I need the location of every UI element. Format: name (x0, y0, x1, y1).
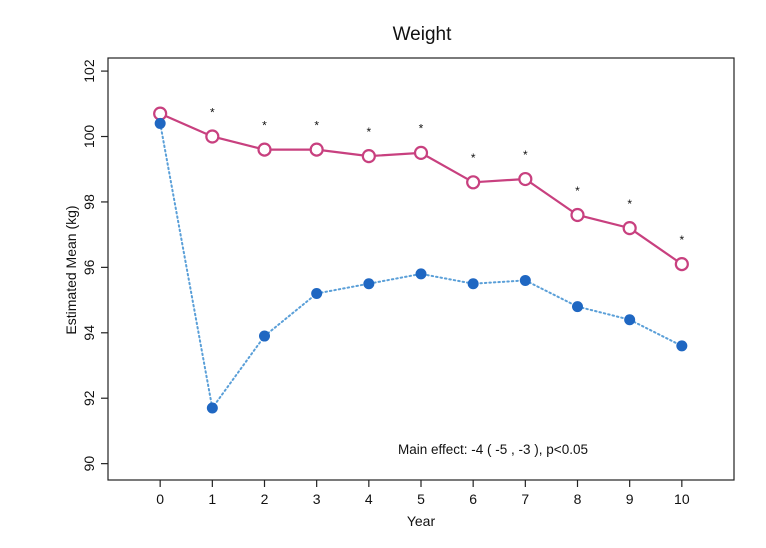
y-tick-label: 98 (81, 194, 97, 210)
x-tick-label: 2 (261, 491, 269, 507)
significance-star: * (679, 233, 684, 247)
x-tick-label: 8 (574, 491, 582, 507)
series-1-point (570, 207, 585, 223)
series-1-point (518, 171, 533, 187)
series-layer (153, 106, 689, 414)
significance-star: * (575, 184, 580, 198)
x-tick-label: 7 (521, 491, 529, 507)
x-tick-label: 6 (469, 491, 477, 507)
x-tick-label: 5 (417, 491, 425, 507)
series-1-point (361, 149, 376, 164)
significance-star: * (262, 118, 267, 132)
series-2-point (259, 330, 270, 342)
y-tick-label: 92 (81, 390, 97, 406)
y-axis: 90 92 94 96 98 100 102 (81, 59, 108, 471)
x-tick-label: 10 (674, 491, 690, 507)
x-axis: 0 1 2 3 4 5 6 7 8 9 10 (156, 480, 690, 507)
significance-star: * (210, 105, 215, 119)
series-2-point (415, 268, 427, 280)
x-tick-label: 3 (313, 491, 321, 507)
significance-markers: * * * * * * * * * * (210, 105, 684, 247)
series-1-point (413, 145, 429, 160)
series-2-point (206, 402, 218, 414)
significance-star: * (523, 148, 528, 162)
x-tick-label: 9 (626, 491, 634, 507)
y-tick-label: 100 (81, 125, 97, 149)
x-axis-label: Year (407, 513, 436, 529)
series-1-point (674, 256, 689, 272)
y-axis-label: Estimated Mean (kg) (63, 205, 79, 334)
x-tick-label: 4 (365, 491, 373, 507)
series-2-point (572, 301, 583, 313)
x-tick-label: 1 (208, 491, 216, 507)
series-2-line (159, 122, 683, 411)
significance-star: * (314, 118, 319, 132)
series-2-point (676, 340, 688, 352)
x-tick-label: 0 (156, 491, 164, 507)
series-1-line (159, 112, 683, 266)
series-2-point (363, 278, 375, 290)
main-effect-annotation: Main effect: -4 ( -5 , -3 ), p<0.05 (398, 442, 588, 457)
chart-title: Weight (393, 24, 453, 45)
y-tick-label: 90 (81, 456, 97, 472)
series-1-point (622, 221, 637, 236)
series-1-point (153, 106, 168, 121)
significance-star: * (366, 125, 371, 139)
series-2-point (311, 288, 323, 300)
y-tick-label: 96 (81, 259, 97, 275)
significance-star: * (627, 197, 632, 211)
series-2-point (519, 274, 531, 286)
significance-star: * (419, 122, 424, 136)
series-1-point (466, 175, 481, 190)
y-tick-label: 102 (81, 59, 97, 83)
significance-star: * (471, 151, 476, 165)
series-1-point (257, 142, 272, 157)
series-1-point (205, 129, 220, 144)
y-tick-label: 94 (81, 325, 97, 341)
series-2-point (624, 314, 636, 326)
series-2-point (467, 278, 479, 290)
series-2-point (154, 117, 166, 129)
series-1-point (309, 142, 324, 157)
